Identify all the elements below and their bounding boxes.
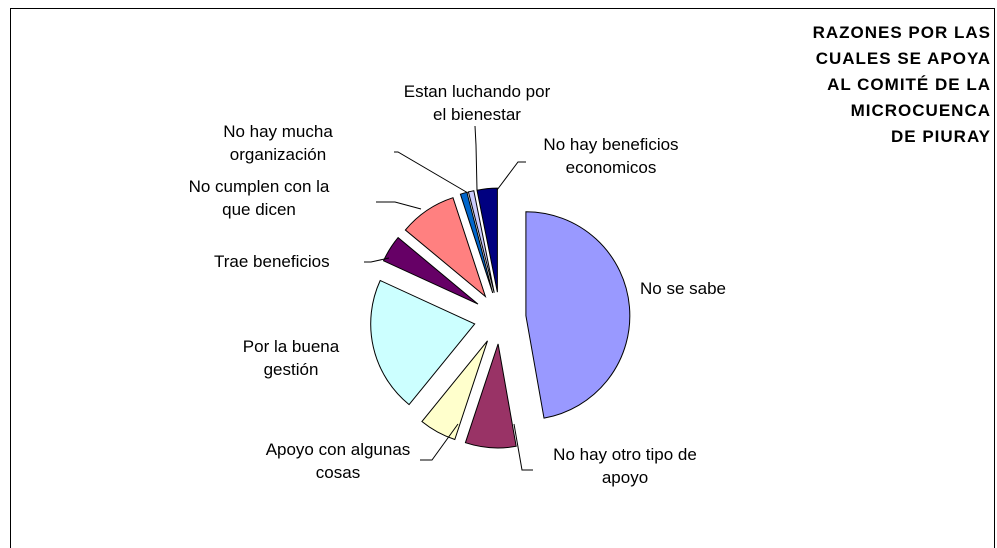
chart-frame [10, 8, 995, 548]
slice-label-3: Apoyo con algunas cosas [266, 440, 411, 482]
slice-label-8: Estan luchando por el bienestar [404, 82, 551, 124]
pie-slice-2 [464, 343, 517, 449]
leader-line-2 [513, 423, 533, 471]
pie-slice-6 [404, 197, 487, 298]
chart-title: RAZONES POR LAS CUALES SE APOYA AL COMITÉ … [813, 23, 991, 146]
slice-label-6: No cumplen con la que dicen [189, 177, 330, 219]
slice-label-5: Trae beneficios [214, 252, 330, 271]
pie-slice-8 [467, 190, 495, 293]
pie-slice-4 [370, 279, 476, 406]
pie-slice-9 [476, 187, 498, 293]
pie-slice-1 [525, 211, 631, 419]
slice-label-4: Por la buena gestión [243, 337, 340, 379]
slice-label-9: No hay beneficios economicos [543, 135, 678, 177]
pie-slice-3 [421, 340, 488, 441]
leader-line-6 [376, 201, 422, 210]
slice-label-7: No hay mucha organización [223, 122, 333, 164]
leader-line-7 [394, 151, 469, 194]
slice-label-1: No se sabe [640, 279, 726, 298]
pie-slice-5 [382, 236, 479, 305]
leader-line-3 [420, 423, 459, 461]
leader-line-8 [474, 125, 478, 191]
leader-line-5 [364, 257, 390, 263]
slice-label-2: No hay otro tipo de apoyo [553, 445, 697, 487]
leader-line-9 [496, 161, 526, 191]
